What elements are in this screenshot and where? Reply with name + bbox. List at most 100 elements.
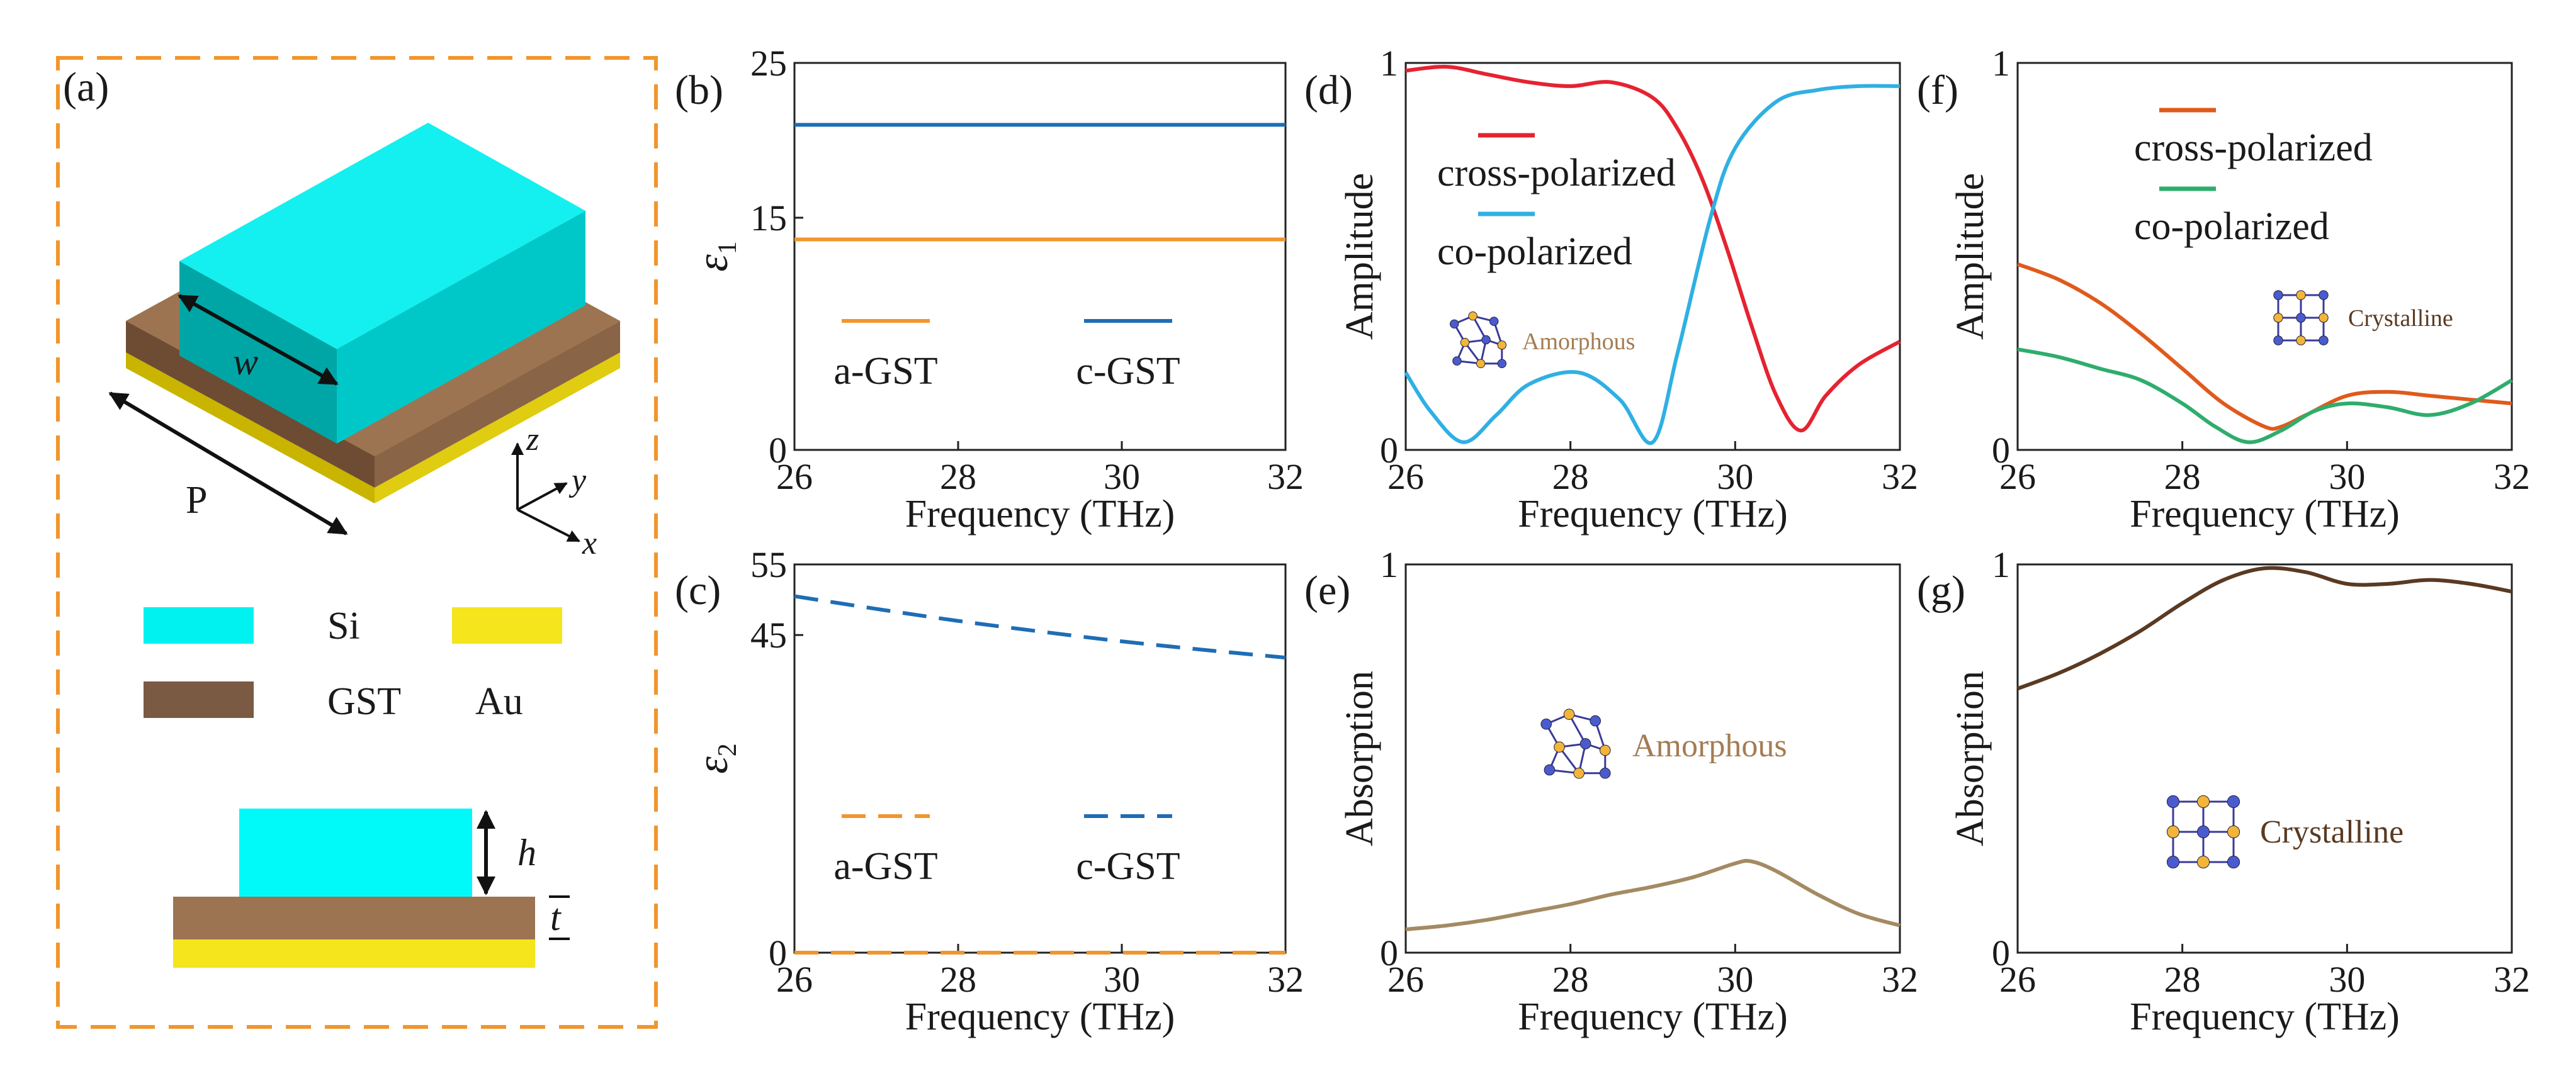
series-line-d-co-polarized — [1404, 84, 1901, 446]
y-axis-label-g: Absorption — [1949, 671, 1992, 846]
x-axis-label-d: Frequency (THz) — [1518, 493, 1788, 535]
material-legend: Si GST Au — [144, 605, 562, 723]
annotation-f: Crystalline — [2348, 305, 2453, 332]
plot-frame-e — [1404, 563, 1901, 954]
amorphous-lattice-icon — [1449, 311, 1507, 369]
dim-w-label: w — [233, 341, 258, 383]
x-tick-label: 26 — [776, 456, 813, 497]
x-axis-label-g: Frequency (THz) — [2130, 995, 2400, 1038]
y-axis-label-f: Amplitude — [1949, 173, 1992, 340]
charts: (b) 26 28 30 32 0 15 25 Frequency (THz) ε1 a-GST c-… — [675, 43, 2530, 1038]
x-tick-label: 28 — [2164, 959, 2201, 1000]
plot-frame-g — [2016, 563, 2513, 954]
legend-label-b-c-GST: c-GST — [1076, 350, 1180, 393]
x-tick-label: 28 — [1552, 456, 1589, 497]
x-tick-label: 32 — [1882, 456, 1918, 497]
chart-panel-d: (d) 26 28 30 32 0 1 Frequency (THz) Amplitude cro… — [1304, 43, 1918, 535]
y-tick-label: 45 — [750, 615, 787, 656]
y-tick-label: 0 — [769, 933, 787, 973]
y-tick-label: 15 — [750, 198, 787, 238]
y-tick-label: 0 — [1380, 933, 1398, 973]
axis-z-label: z — [526, 422, 539, 457]
series-line-c-c-GST — [794, 594, 1286, 660]
panel-label-d: (d) — [1304, 67, 1353, 113]
x-tick-label: 30 — [2329, 456, 2365, 497]
series-line-f-co-polarized — [2017, 347, 2513, 444]
x-axis-label-b: Frequency (THz) — [905, 493, 1175, 535]
x-axis-label-e: Frequency (THz) — [1518, 995, 1788, 1038]
legend-swatch-au — [452, 607, 562, 644]
legend-label-c-a-GST: a-GST — [833, 845, 937, 888]
dim-p-label: P — [186, 479, 207, 522]
x-tick-label: 30 — [1717, 959, 1753, 1000]
legend-gst-label: GST — [327, 680, 401, 723]
series-line-f-cross-polarized — [2016, 262, 2512, 431]
y-axis-label-c: ε2 — [689, 743, 742, 774]
y-axis-label-d: Amplitude — [1338, 173, 1381, 340]
legend-label-c-c-GST: c-GST — [1076, 845, 1180, 888]
dim-t-label: t — [550, 897, 562, 938]
panel-label-c: (c) — [675, 568, 721, 614]
crystalline-lattice-icon — [2273, 290, 2329, 345]
crystalline-lattice-icon — [2166, 795, 2240, 869]
legend-label-b-a-GST: a-GST — [833, 350, 937, 393]
annotation-g: Crystalline — [2260, 814, 2404, 850]
annotation-e: Amorphous — [1632, 728, 1787, 764]
x-tick-label: 28 — [2164, 456, 2201, 497]
y-tick-label: 0 — [769, 430, 787, 471]
x-tick-label: 32 — [2494, 456, 2530, 497]
series-line-d-cross-polarized — [1405, 65, 1901, 433]
x-tick-label: 30 — [1104, 456, 1140, 497]
plot-frame-c — [793, 563, 1287, 954]
x-tick-label: 28 — [940, 959, 976, 1000]
y-tick-label: 0 — [1380, 430, 1398, 471]
y-axis-label-e: Absorption — [1338, 671, 1381, 846]
x-tick-label: 28 — [940, 456, 976, 497]
legend-au-label: Au — [475, 680, 523, 723]
x-tick-label: 30 — [1104, 959, 1140, 1000]
x-tick-label: 32 — [1267, 456, 1304, 497]
y-tick-label: 0 — [1992, 430, 2010, 471]
x-tick-label: 32 — [1882, 959, 1918, 1000]
panel-label-e: (e) — [1304, 568, 1350, 614]
chart-panel-e: (e) 26 28 30 32 0 1 Frequency (THz) Absorption Am… — [1304, 544, 1918, 1038]
x-tick-label: 30 — [1717, 456, 1753, 497]
legend-si-label: Si — [327, 605, 360, 647]
chart-panel-g: (g) 26 28 30 32 0 1 Frequency (THz) Absorption Cr… — [1917, 544, 2530, 1038]
y-tick-label: 1 — [1380, 544, 1398, 585]
amorphous-lattice-icon — [1540, 709, 1611, 779]
x-tick-label: 32 — [1267, 959, 1304, 1000]
panel-label-g: (g) — [1917, 568, 1965, 614]
panel-label-f: (f) — [1917, 67, 1958, 113]
panel-a: (a) w P z y x — [56, 56, 658, 1029]
y-tick-label: 55 — [750, 544, 787, 585]
x-tick-label: 26 — [1999, 456, 2036, 497]
legend-swatch-gst — [144, 681, 254, 718]
series-line-g-curve — [2016, 566, 2512, 691]
plot-frame-b — [793, 62, 1287, 451]
legend-label-f-co-polarized: co-polarized — [2134, 205, 2329, 248]
plot-frame-d — [1404, 62, 1901, 451]
x-tick-label: 26 — [1999, 959, 2036, 1000]
cross-section: h t — [173, 809, 570, 968]
x-axis-label-c: Frequency (THz) — [905, 995, 1175, 1038]
panel-label-b: (b) — [675, 67, 723, 113]
legend-label-d-cross-polarized: cross-polarized — [1437, 152, 1676, 194]
x-tick-label: 26 — [1387, 959, 1424, 1000]
unit-cell-3d: w P z y x — [108, 123, 620, 561]
y-axis-label-b: ε1 — [689, 241, 742, 272]
series-line-e-curve — [1405, 858, 1901, 931]
axis-y-label: y — [568, 462, 587, 498]
y-tick-label: 0 — [1992, 933, 2010, 973]
axis-x-label: x — [582, 525, 597, 561]
x-tick-label: 28 — [1552, 959, 1589, 1000]
chart-panel-b: (b) 26 28 30 32 0 15 25 Frequency (THz) ε1 a-GST c-… — [675, 43, 1304, 535]
dim-h-label: h — [517, 832, 536, 873]
x-tick-label: 26 — [776, 959, 813, 1000]
legend-swatch-si — [144, 607, 254, 644]
legend-label-d-co-polarized: co-polarized — [1437, 230, 1632, 273]
x-axis-label-f: Frequency (THz) — [2130, 493, 2400, 535]
legend-label-f-cross-polarized: cross-polarized — [2134, 126, 2373, 169]
chart-panel-f: (f) 26 28 30 32 0 1 Frequency (THz) Amplitude cro… — [1917, 43, 2530, 535]
